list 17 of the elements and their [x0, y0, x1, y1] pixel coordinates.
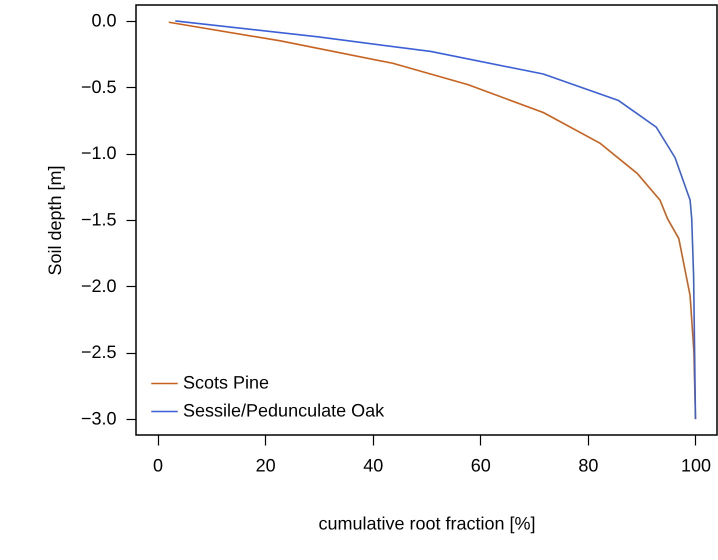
y-tick-label: −1.5 [80, 210, 116, 230]
y-tick-label: −0.5 [80, 76, 116, 97]
legend-label: Sessile/Pedunculate Oak [183, 400, 386, 420]
x-tick-label: 80 [578, 456, 598, 476]
y-tick-label: −1.0 [80, 143, 116, 164]
x-axis-title: cumulative root fraction [%] [318, 514, 536, 534]
y-tick-label: 0.0 [91, 10, 116, 30]
x-tick-label: 60 [470, 456, 491, 476]
x-tick-label: 0 [153, 456, 164, 476]
y-axis-title: Soil depth [m] [44, 165, 65, 276]
x-tick-label: 100 [680, 456, 712, 476]
y-tick-label: −3.0 [80, 408, 116, 429]
y-tick-label: −2.0 [80, 276, 116, 296]
x-tick-label: 20 [256, 456, 276, 476]
legend-label: Scots Pine [183, 372, 270, 392]
x-tick-label: 40 [363, 456, 384, 476]
y-tick-label: −2.5 [80, 342, 116, 362]
